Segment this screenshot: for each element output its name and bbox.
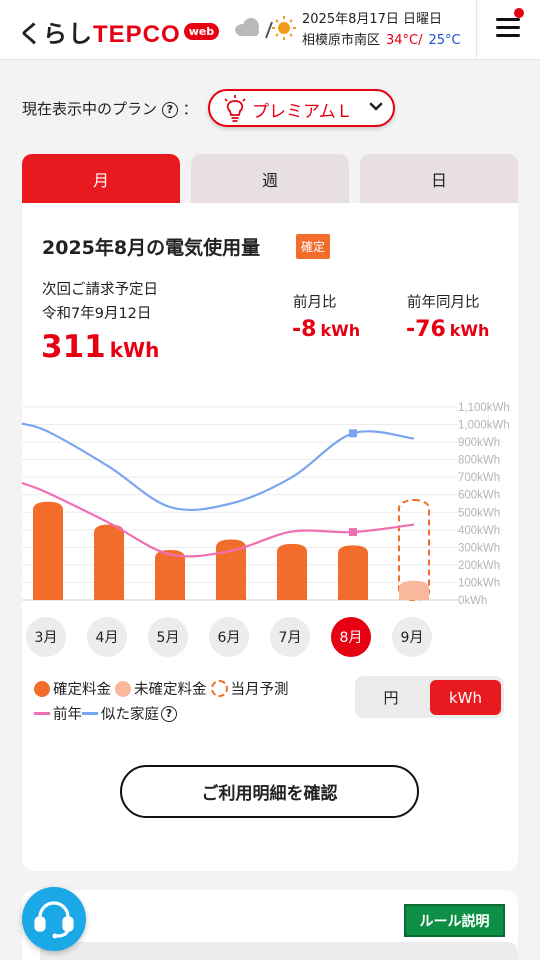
notification-dot — [514, 8, 524, 18]
legend-row-2: 前年 似た家庭 ? — [34, 703, 177, 724]
unit-yen-button[interactable]: 円 — [383, 688, 399, 707]
header-divider — [476, 0, 477, 60]
menu-bar — [496, 34, 520, 37]
weather-location: 相模原市南区 34°C/25°C — [302, 29, 461, 48]
billing-date-label: 次回ご請求予定日 令和7年9月12日 — [42, 278, 158, 326]
help-icon[interactable]: ? — [161, 101, 178, 118]
confirmed-bar — [155, 549, 185, 600]
tab-week[interactable]: 週 — [191, 154, 349, 203]
hamburger-menu-button[interactable] — [490, 8, 530, 46]
month-button[interactable]: 4月 — [87, 617, 127, 657]
app-header: くらしTEPCO web 2025年8月17日 日曜日 相模原市南区 34°C/2… — [0, 0, 540, 60]
temp-high: 34°C/ — [386, 33, 423, 48]
billing-date-caption: 次回ご請求予定日 — [42, 282, 158, 298]
rule-explanation-button[interactable]: ルール説明 — [404, 904, 505, 937]
menu-bar — [496, 18, 520, 21]
legend-similar: 似た家庭 — [101, 707, 159, 723]
chevron-down-icon — [369, 102, 383, 111]
view-details-button[interactable]: ご利用明細を確認 — [120, 765, 419, 818]
legend-last-year: 前年 — [53, 707, 82, 723]
logo-brand: TEPCO — [93, 21, 181, 48]
y-tick-label: 600kWh — [458, 490, 500, 502]
confirmed-bar — [33, 501, 63, 600]
tab-month[interactable]: 月 — [22, 154, 180, 203]
status-badge: 確定 — [296, 234, 331, 259]
prev-year-diff: -76 kWh — [406, 317, 489, 342]
prev-month-diff: -8 kWh — [292, 317, 360, 342]
plan-label: 現在表示中のプラン — [22, 100, 158, 118]
y-tick-label: 300kWh — [458, 542, 500, 554]
y-tick-label: 800kWh — [458, 455, 500, 467]
y-tick-label: 0kWh — [458, 595, 487, 607]
similar-homes-line — [21, 422, 415, 512]
y-tick-label: 400kWh — [458, 525, 500, 537]
month-button[interactable]: 3月 — [26, 617, 66, 657]
unit-kwh-button[interactable]: kWh — [430, 680, 501, 715]
usage-value: 311 — [41, 329, 106, 365]
confirmed-bar — [216, 539, 246, 600]
confirmed-bar — [277, 543, 307, 600]
confirmed-bar — [338, 545, 368, 600]
headset-icon — [34, 901, 74, 939]
menu-bar — [496, 26, 520, 29]
plan-select[interactable]: プレミアムＬ — [208, 89, 395, 127]
prev-month-value: -8 — [292, 317, 317, 342]
confirmed-bar — [94, 524, 124, 600]
legend-last-year-swatch — [34, 712, 50, 715]
sun-icon — [272, 16, 296, 40]
unit-toggle: 円 kWh — [355, 676, 504, 718]
last-year-line — [21, 481, 415, 558]
month-button[interactable]: 8月 — [331, 617, 371, 657]
legend-unconfirmed-swatch — [115, 680, 131, 697]
month-button[interactable]: 6月 — [209, 617, 249, 657]
last-year-marker — [349, 528, 357, 537]
support-button[interactable] — [22, 887, 86, 951]
usage-title: 2025年8月の電気使用量 — [42, 237, 261, 259]
location-name: 相模原市南区 — [302, 33, 381, 48]
weather-icons — [235, 16, 296, 40]
bulb-icon — [224, 95, 246, 122]
usage-total: 311 kWh — [41, 329, 159, 365]
usage-unit: kWh — [109, 338, 160, 362]
help-icon[interactable]: ? — [161, 705, 177, 722]
cloud-icon — [235, 18, 259, 36]
prev-year-label: 前年同月比 — [407, 295, 480, 311]
logo-web-badge: web — [183, 23, 220, 40]
legend-forecast: 当月予測 — [230, 682, 289, 698]
legend-confirmed-swatch — [34, 680, 50, 697]
prev-month-unit: kWh — [320, 321, 361, 340]
billing-date-value: 令和7年9月12日 — [42, 306, 152, 322]
legend-unconfirmed: 未確定料金 — [134, 682, 207, 698]
y-tick-label: 700kWh — [458, 472, 500, 484]
y-tick-label: 200kWh — [458, 560, 500, 572]
prev-year-unit: kWh — [449, 321, 490, 340]
prev-year-value: -76 — [406, 317, 446, 342]
logo-prefix: くらし — [18, 21, 93, 48]
plan-name: プレミアムＬ — [252, 102, 353, 122]
usage-chart: 1,100kWh 1,000kWh 900kWh 800kWh 700kWh 600kWh… — [21, 402, 510, 607]
y-tick-label: 100kWh — [458, 577, 500, 589]
tepco-logo[interactable]: くらしTEPCO web — [18, 14, 220, 49]
month-button[interactable]: 5月 — [148, 617, 188, 657]
y-tick-label: 1,100kWh — [458, 402, 510, 414]
legend-confirmed: 確定料金 — [53, 682, 111, 698]
legend-similar-swatch — [82, 712, 98, 715]
month-button[interactable]: 7月 — [270, 617, 310, 657]
y-tick-label: 500kWh — [458, 507, 500, 519]
legend-forecast-swatch — [210, 680, 228, 697]
y-tick-label: 1,000kWh — [458, 420, 510, 432]
unconfirmed-bar — [399, 580, 429, 600]
legend-row-1: 確定料金 未確定料金 当月予測 — [34, 678, 289, 699]
plan-colon: ： — [182, 100, 198, 118]
tab-day[interactable]: 日 — [360, 154, 518, 203]
month-button[interactable]: 9月 — [392, 617, 432, 657]
similar-homes-marker — [349, 429, 357, 438]
points-card-inner — [40, 942, 518, 960]
weather-date: 2025年8月17日 日曜日 — [302, 12, 443, 27]
y-tick-label: 900kWh — [458, 437, 500, 449]
prev-month-label: 前月比 — [293, 295, 337, 311]
plan-label-row: 現在表示中のプラン ? ： — [22, 98, 198, 119]
temp-low: 25°C — [428, 33, 461, 48]
